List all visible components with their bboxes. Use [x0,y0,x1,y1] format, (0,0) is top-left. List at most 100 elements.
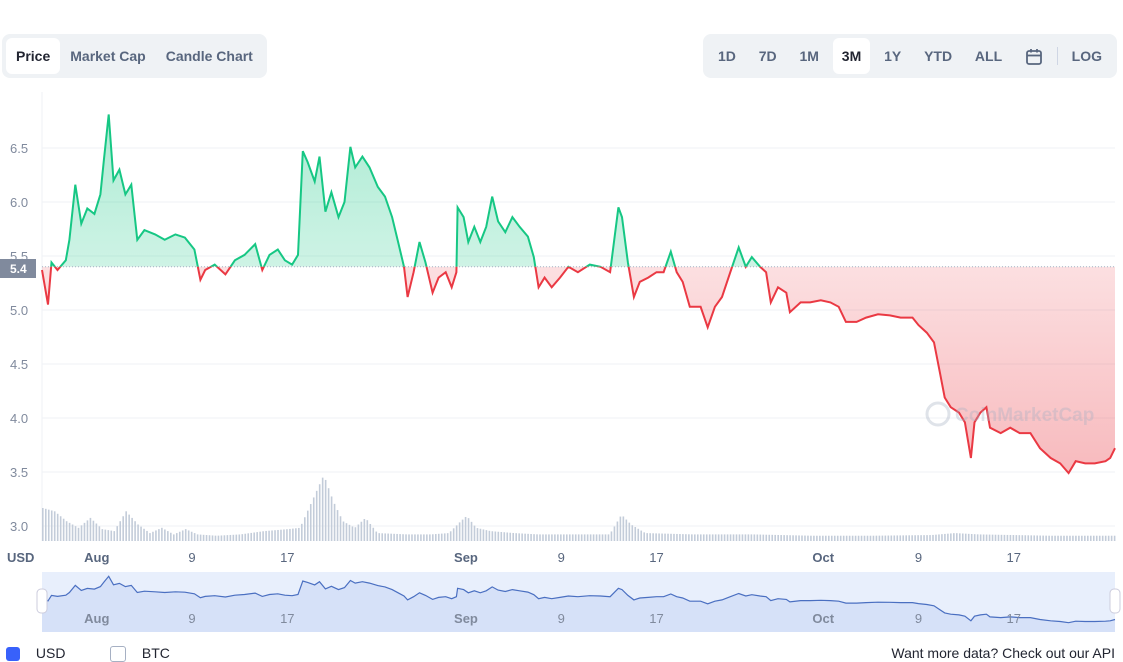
volume-bar [140,526,142,541]
volume-bar [554,534,556,541]
volume-bar [887,535,890,541]
volume-bar [220,535,223,541]
navigator-handle-right[interactable] [1109,588,1121,614]
volume-bar [548,534,550,541]
volume-bar [816,535,818,541]
volume-bar [530,534,532,541]
volume-bar [1042,535,1044,541]
range-ytd[interactable]: YTD [924,48,953,64]
volume-bar [988,534,991,541]
navigator-tick-label: Aug [84,611,109,626]
api-link[interactable]: Want more data? Check out our API [891,645,1115,661]
calendar-icon[interactable] [1016,38,1052,74]
volume-bar [1081,535,1083,541]
volume-bar [429,534,431,541]
volume-bar [494,531,497,541]
volume-bar [970,534,973,541]
volume-bar [956,533,958,541]
volume-bar [795,535,797,541]
volume-bar [229,534,232,541]
volume-bar [780,535,782,541]
range-all[interactable]: ALL [974,48,1003,64]
volume-bar [631,525,634,541]
volume-bar [1107,535,1110,541]
volume-bar [432,534,434,541]
volume-bar [830,535,833,541]
volume-bar [116,526,119,541]
navigator-tick-label: Oct [812,611,834,626]
volume-bar [863,535,866,541]
volume-bar [741,534,744,541]
volume-bar [44,508,47,541]
y-tick-label: 4.0 [10,411,28,426]
volume-bar [175,533,178,541]
volume-bar [539,534,541,541]
volume-bar [187,530,190,541]
volume-bar [143,528,145,541]
usd-checkbox[interactable] [6,647,20,662]
range-1d[interactable]: 1D [718,48,736,64]
volume-bar [1110,535,1113,541]
volume-bar [170,532,172,541]
y-tick-label: 6.5 [10,141,28,156]
divider [1056,47,1058,65]
navigator-handle-left[interactable] [36,588,48,614]
tab-market-cap[interactable]: Market Cap [70,48,146,64]
usd-toggle[interactable]: USD [6,645,66,662]
volume-bar [512,532,515,541]
volume-bar [676,533,678,541]
volume-bar [244,533,247,541]
volume-bar [131,517,133,541]
volume-bar [944,533,946,541]
btc-checkbox[interactable] [110,646,126,662]
volume-bar [476,528,479,541]
watermark-logo: CoinMarketCap [925,401,1094,427]
volume-bar [122,516,124,541]
volume-bar [292,528,294,541]
volume-bar [1075,535,1077,541]
volume-bar [500,531,503,541]
volume-bar [953,533,955,541]
volume-bar [167,531,169,541]
range-1m[interactable]: 1M [799,48,819,64]
volume-bar [497,531,500,541]
x-tick-label: Sep [454,550,478,565]
volume-bar [426,534,428,541]
tab-candle-chart[interactable]: Candle Chart [165,48,253,64]
volume-bar [134,521,136,541]
volume-bar [125,511,127,541]
volume-bar [336,510,339,541]
volume-bar [592,534,595,541]
volume-bar [440,533,443,541]
volume-bar [527,533,529,541]
volume-bar [664,533,666,541]
tab-price[interactable]: Price [6,38,61,74]
volume-bar [694,534,696,541]
range-3m[interactable]: 3M [832,38,871,74]
volume-bar [872,535,875,541]
volume-bar [890,535,893,541]
range-1y[interactable]: 1Y [884,48,902,64]
volume-bar [935,534,937,541]
volume-bar [577,534,580,541]
volume-bar [53,511,56,541]
volume-bar [402,534,404,541]
volume-bar [982,534,985,541]
log-toggle[interactable]: LOG [1071,48,1102,64]
volume-bar [137,524,139,541]
range-7d[interactable]: 7D [758,48,777,64]
volume-bar [327,488,330,541]
volume-bar [351,526,354,541]
navigator[interactable]: Aug 9 17 Sep 9 17 Oct 9 17 [36,572,1121,632]
volume-bar [711,534,714,541]
usd-label: USD [35,645,66,661]
price-line-up [50,114,762,267]
volume-bar [1113,535,1116,541]
volume-bar [119,521,122,541]
volume-bar [685,534,687,541]
volume-bar [253,532,255,541]
navigator-tick-label: 17 [1007,611,1021,626]
volume-bar [277,529,279,541]
volume-bar [390,533,392,541]
volume-bar [223,535,226,541]
